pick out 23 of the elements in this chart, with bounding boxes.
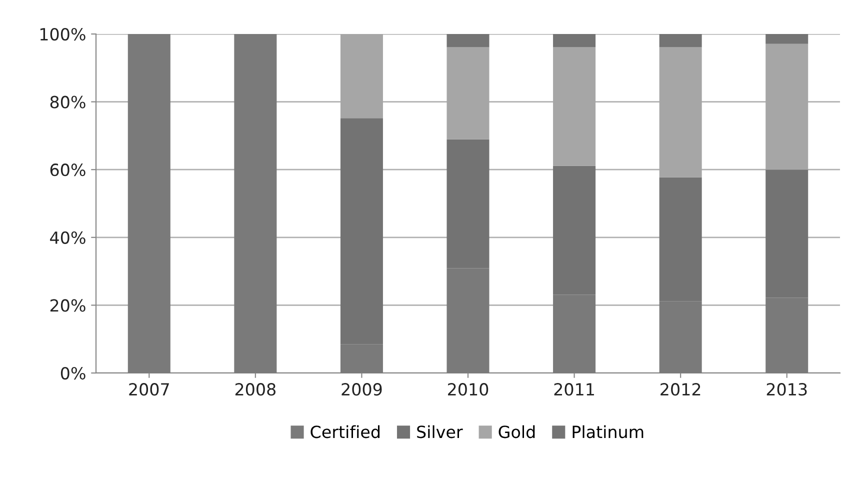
- x-tick-label: 2011: [554, 383, 594, 396]
- bar: [766, 34, 808, 44]
- y-tick-label: 20%: [50, 299, 86, 312]
- bar: [446, 34, 490, 48]
- x-tick-label: 2007: [129, 383, 169, 396]
- legend-label: Gold: [498, 425, 535, 438]
- bar: [234, 34, 277, 373]
- legend-label: Certified: [310, 425, 380, 438]
- y-tick-label: 60%: [50, 164, 86, 176]
- y-tick-label: 40%: [50, 231, 86, 244]
- x-tick-label: 2012: [660, 383, 700, 396]
- x-tick-label: 2009: [342, 383, 382, 396]
- y-tick-label: 0%: [60, 366, 86, 380]
- y-tick-label: 80%: [50, 96, 86, 108]
- bar: [553, 34, 596, 48]
- legend-label: Platinum: [572, 425, 644, 438]
- x-tick-label: 2008: [235, 383, 276, 396]
- legend-label: Silver: [417, 425, 463, 438]
- bar: [659, 34, 702, 48]
- bar: [128, 34, 170, 373]
- y-tick-label: 100%: [40, 28, 86, 41]
- x-tick-label: 2013: [766, 383, 807, 396]
- x-tick-label: 2010: [448, 383, 488, 396]
